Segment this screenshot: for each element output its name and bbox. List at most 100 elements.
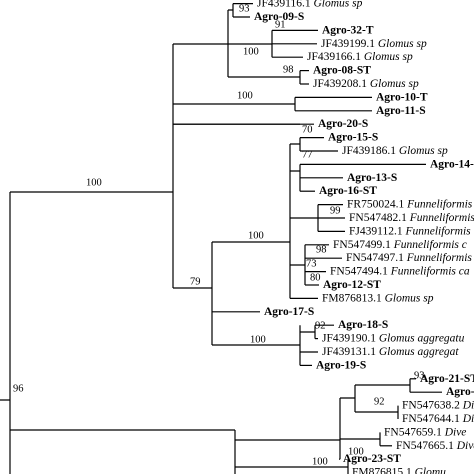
support-values: 93 91 100 98 100 70 77 100 99 100 98 73 80 79 92 100 96 9… (13, 3, 425, 467)
leaf-label: Agro-12-ST (323, 279, 381, 291)
leaf-id: Agro-21-ST (420, 372, 474, 384)
leaf-labels: JF439116.1 Glomus spAgro-09-SAgro-32-TJF… (173, 0, 474, 474)
leaf-label: FN547659.1 Dive (384, 426, 466, 438)
support-value: 100 (312, 456, 328, 467)
leaf-species: Di (462, 413, 474, 425)
leaf-species: Funneliformis (404, 225, 471, 237)
leaf-id: Agro-09-S (254, 11, 304, 23)
leaf-species: Di (462, 399, 474, 411)
support-value: 100 (348, 446, 364, 457)
leaf-id: FJ439112.1 (349, 225, 403, 237)
leaf-id: JF439186.1 (342, 145, 396, 157)
leaf-label: Agro-20-S (318, 118, 368, 130)
leaf-id: JF439208.1 (313, 78, 367, 90)
leaf-species: Funneliformis ca (390, 265, 470, 277)
leaf-label: FJ439112.1 Funneliformis (349, 225, 471, 237)
leaf-id: Agro-13-S (347, 171, 397, 183)
support-value: 70 (302, 124, 313, 135)
leaf-label: Agro-17-S (264, 305, 314, 317)
leaf-label: FM876815.1 Glomu (352, 466, 446, 474)
leaf-id: Agro-19-S (316, 359, 366, 371)
leaf-label: Agro-14-S (430, 158, 474, 170)
leaf-id: FN547644.1 (402, 413, 460, 425)
leaf-id: FN547659.1 (384, 426, 442, 438)
leaf-id: Agro-18-S (338, 319, 388, 331)
leaf-id: JF439190.1 (322, 332, 376, 344)
leaf-species: Dive (444, 426, 467, 438)
leaf-species: Glomus aggregat (379, 346, 460, 358)
leaf-label: FN547494.1 Funneliformis ca (330, 265, 470, 277)
leaf-label: JF439208.1 Glomus sp (313, 78, 419, 90)
support-value: 96 (13, 383, 24, 394)
leaf-label: Agro-19-S (316, 359, 366, 371)
leaf-label: JF439199.1 Glomus sp (321, 37, 427, 49)
leaf-label: JF439131.1 Glomus aggregat (322, 346, 459, 358)
leaf-label: FN547497.1 Funneliformis (346, 252, 472, 264)
support-value: 73 (306, 258, 317, 269)
support-value: 100 (248, 230, 264, 241)
leaf-label: Agro-32-T (322, 24, 374, 36)
leaf-id: Agro- (446, 386, 474, 398)
leaf-species: Glomu (415, 466, 447, 474)
leaf-id: Agro-08-ST (313, 64, 371, 76)
leaf-id: FN547499.1 (333, 238, 391, 250)
leaf-label: FN547638.2 Di (402, 399, 474, 411)
leaf-species: Glomus aggregatu (379, 332, 465, 344)
leaf-species: Dive (456, 439, 474, 451)
leaf-species: Glomus sp (385, 292, 434, 304)
support-value: 93 (414, 370, 425, 381)
leaf-label: Agro-13-S (347, 171, 397, 183)
support-value: 100 (243, 46, 259, 57)
leaf-label: FM876813.1 Glomus sp (322, 292, 434, 304)
support-value: 92 (315, 320, 326, 331)
leaf-label: Agro-11-S (376, 104, 426, 116)
leaf-label: FN547644.1 Di (402, 413, 474, 425)
leaf-label: Agro-09-S (254, 11, 304, 23)
support-value: 79 (190, 276, 201, 287)
leaf-label: Agro-15-S (328, 131, 378, 143)
leaf-label: Agro- (446, 386, 474, 398)
leaf-id: FM876813.1 (322, 292, 382, 304)
leaf-id: Agro-15-S (328, 131, 378, 143)
leaf-label: JF439190.1 Glomus aggregatu (322, 332, 465, 344)
leaf-label: FN547499.1 Funneliformis c (333, 238, 467, 250)
leaf-id: Agro-16-ST (319, 185, 377, 197)
leaf-species: Funneliformis c (393, 238, 467, 250)
support-value: 80 (310, 272, 321, 283)
leaf-label: FN547665.1 Dive (396, 439, 474, 451)
leaf-label: Agro-18-S (338, 319, 388, 331)
leaf-species: Funneliformis (406, 252, 473, 264)
support-value: 91 (275, 19, 286, 30)
support-value: 93 (239, 3, 250, 14)
support-value: 98 (283, 64, 294, 75)
support-value: 77 (302, 149, 313, 160)
leaf-id: FN547494.1 (330, 265, 388, 277)
leaf-id: Agro-23-ST (343, 453, 401, 465)
leaf-label: Agro-21-ST (420, 372, 474, 384)
leaf-label: FR750024.1 Funneliformis (347, 198, 473, 210)
leaf-id: FM876815.1 (352, 466, 412, 474)
leaf-species: Funneliformis (409, 212, 474, 224)
support-value: 98 (316, 244, 327, 255)
leaf-id: Agro-10-T (376, 91, 428, 103)
leaf-id: FR750024.1 (347, 198, 404, 210)
leaf-id: Agro-11-S (376, 104, 426, 116)
leaf-id: Agro-32-T (322, 24, 374, 36)
leaf-species: Glomus sp (378, 37, 427, 49)
leaf-id: FN547497.1 (346, 252, 404, 264)
support-value: 92 (374, 396, 385, 407)
support-value: 99 (330, 205, 341, 216)
leaf-label: Agro-16-ST (319, 185, 377, 197)
leaf-label: Agro-08-ST (313, 64, 371, 76)
leaf-id: Agro-14-S (430, 158, 474, 170)
leaf-label: JF439186.1 Glomus sp (342, 145, 448, 157)
tree-branches (0, 3, 411, 474)
support-value: 100 (237, 90, 253, 101)
support-value: 100 (250, 334, 266, 345)
leaf-label: Agro-23-ST (343, 453, 401, 465)
leaf-id: Agro-20-S (318, 118, 368, 130)
leaf-species: Glomus sp (399, 145, 448, 157)
leaf-label: Agro-10-T (376, 91, 428, 103)
